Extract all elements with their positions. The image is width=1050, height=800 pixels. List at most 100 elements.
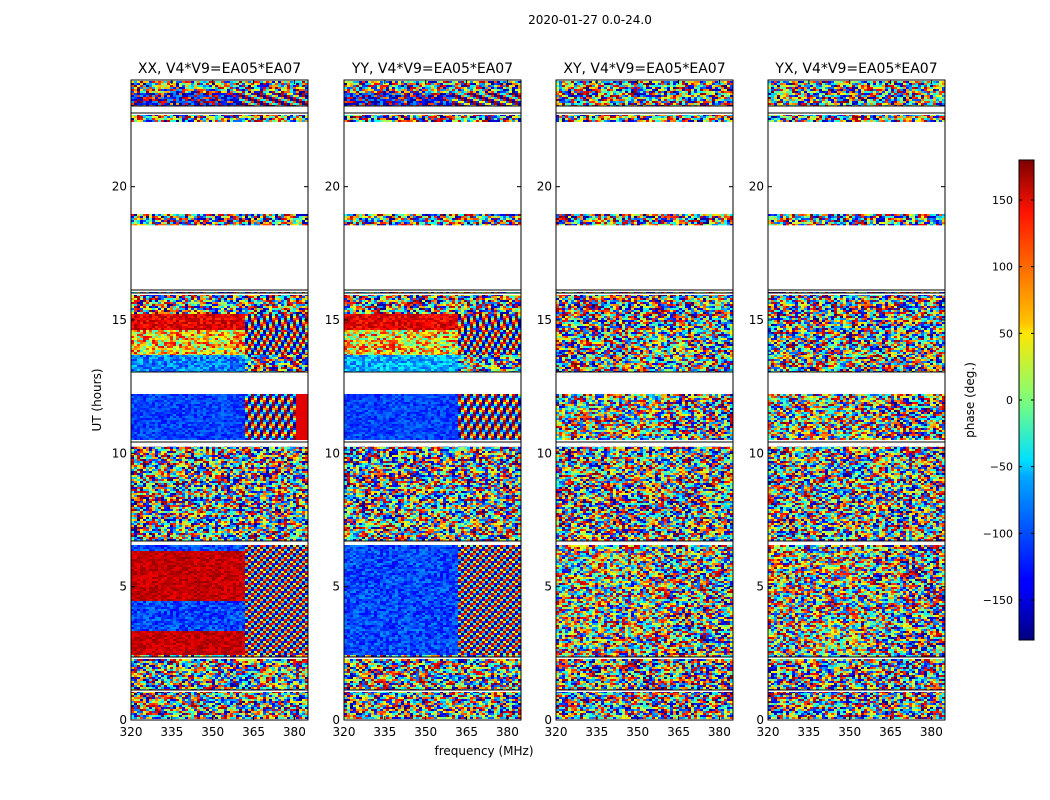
phase-cell xyxy=(134,95,137,97)
phase-cell xyxy=(209,83,212,85)
phase-cell xyxy=(239,99,242,101)
phase-cell xyxy=(161,81,164,83)
phase-cell xyxy=(155,97,158,99)
phase-cell xyxy=(233,99,236,101)
phase-cell xyxy=(194,87,197,89)
phase-cell xyxy=(176,83,179,85)
phase-cell xyxy=(227,97,230,99)
phase-cell xyxy=(140,95,143,97)
phase-cell xyxy=(221,97,224,99)
phase-cell xyxy=(272,99,275,101)
phase-cell xyxy=(146,99,149,101)
phase-cell xyxy=(281,93,284,95)
phase-cell xyxy=(239,93,242,95)
phase-cell xyxy=(185,93,188,95)
phase-cell xyxy=(239,83,242,85)
phase-cell xyxy=(227,93,230,95)
phase-cell xyxy=(263,87,266,89)
phase-cell xyxy=(236,85,239,87)
phase-cell xyxy=(200,93,203,95)
phase-cell xyxy=(209,99,212,101)
phase-cell xyxy=(230,95,233,97)
phase-cell xyxy=(224,93,227,95)
phase-cell xyxy=(185,87,188,89)
phase-cell xyxy=(230,83,233,85)
phase-cell xyxy=(287,85,290,87)
phase-cell xyxy=(203,81,206,83)
phase-cell xyxy=(263,91,266,93)
phase-cell xyxy=(167,97,170,99)
phase-cell xyxy=(197,95,200,97)
phase-cell xyxy=(224,89,227,91)
phase-cell xyxy=(302,83,305,85)
phase-cell xyxy=(296,89,299,91)
phase-cell xyxy=(251,95,254,97)
phase-cell xyxy=(290,95,293,97)
phase-cell xyxy=(215,95,218,97)
phase-cell xyxy=(296,95,299,97)
phase-cell xyxy=(143,89,146,91)
phase-cell xyxy=(134,87,137,89)
phase-cell xyxy=(266,93,269,95)
phase-cell xyxy=(146,93,149,95)
phase-cell xyxy=(269,81,272,83)
phase-cell xyxy=(179,83,182,85)
phase-cell xyxy=(242,91,245,93)
phase-cell xyxy=(185,99,188,101)
phase-cell xyxy=(269,89,272,91)
phase-cell xyxy=(212,85,215,87)
phase-cell xyxy=(290,97,293,99)
phase-cell xyxy=(266,97,269,99)
phase-cell xyxy=(296,85,299,87)
phase-cell xyxy=(191,97,194,99)
phase-cell xyxy=(257,99,260,101)
phase-cell xyxy=(260,99,263,101)
phase-cell xyxy=(260,81,263,83)
phase-cell xyxy=(170,91,173,93)
phase-cell xyxy=(224,95,227,97)
phase-cell xyxy=(224,99,227,101)
phase-cell xyxy=(287,97,290,99)
phase-cell xyxy=(215,83,218,85)
phase-cell xyxy=(176,91,179,93)
phase-cell xyxy=(152,97,155,99)
phase-cell xyxy=(164,99,167,101)
phase-cell xyxy=(191,87,194,89)
phase-cell xyxy=(287,83,290,85)
phase-cell xyxy=(197,87,200,89)
phase-cell xyxy=(170,87,173,89)
phase-cell xyxy=(272,95,275,97)
phase-cell xyxy=(236,99,239,101)
phase-cell xyxy=(296,91,299,93)
phase-cell xyxy=(230,87,233,89)
phase-cell xyxy=(272,85,275,87)
phase-cell xyxy=(215,87,218,89)
phase-cell xyxy=(170,93,173,95)
phase-cell xyxy=(149,93,152,95)
phase-cell xyxy=(140,97,143,99)
phase-cell xyxy=(194,99,197,101)
phase-cell xyxy=(206,93,209,95)
phase-cell xyxy=(167,93,170,95)
phase-cell xyxy=(257,87,260,89)
phase-cell xyxy=(278,95,281,97)
phase-cell xyxy=(260,85,263,87)
phase-cell xyxy=(281,95,284,97)
phase-cell xyxy=(188,85,191,87)
phase-cell xyxy=(218,81,221,83)
phase-cell xyxy=(164,81,167,83)
phase-cell xyxy=(146,89,149,91)
phase-cell xyxy=(275,87,278,89)
phase-cell xyxy=(182,85,185,87)
phase-cell xyxy=(179,91,182,93)
phase-cell xyxy=(233,87,236,89)
phase-cell xyxy=(155,95,158,97)
phase-cell xyxy=(296,87,299,89)
phase-cell xyxy=(242,95,245,97)
phase-cell xyxy=(218,97,221,99)
phase-cell xyxy=(284,89,287,91)
phase-cell xyxy=(263,83,266,85)
phase-cell xyxy=(194,91,197,93)
phase-cell xyxy=(218,89,221,91)
phase-cell xyxy=(203,85,206,87)
